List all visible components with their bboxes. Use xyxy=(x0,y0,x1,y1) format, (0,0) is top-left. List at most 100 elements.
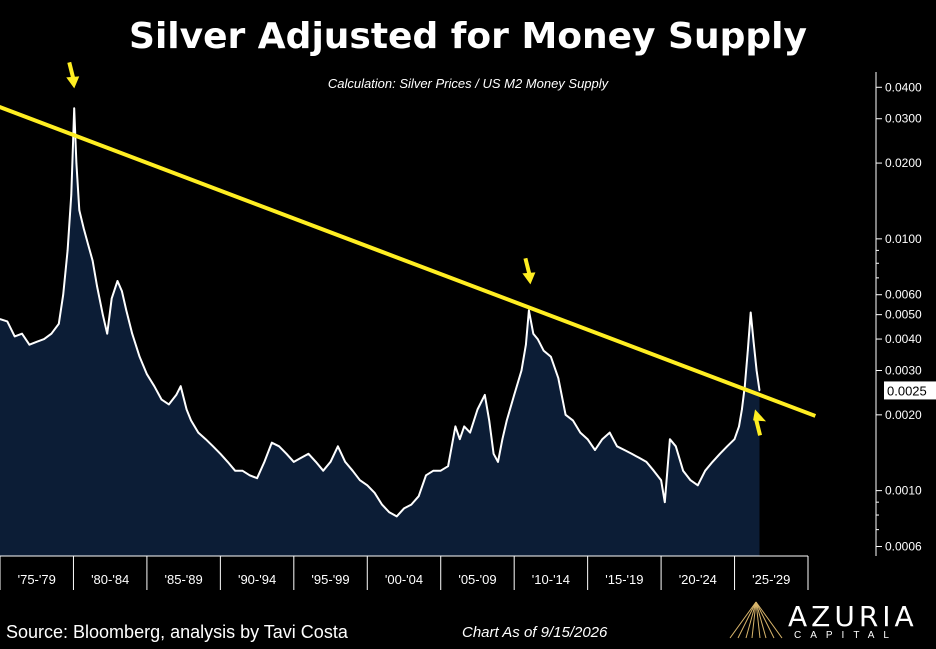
x-tick-label: '10-'14 xyxy=(532,572,570,587)
data-point xyxy=(403,507,405,510)
data-point xyxy=(204,438,207,441)
data-point xyxy=(58,323,60,325)
data-point xyxy=(21,332,23,335)
data-point xyxy=(351,469,354,472)
data-point xyxy=(82,227,85,230)
chart-title: Silver Adjusted for Money Supply xyxy=(129,16,807,57)
arrow-head xyxy=(522,272,536,285)
data-point xyxy=(594,449,596,451)
data-point xyxy=(439,469,442,472)
data-point xyxy=(125,309,128,312)
data-point xyxy=(506,419,508,422)
data-point xyxy=(73,107,75,110)
data-point xyxy=(315,461,317,463)
data-point xyxy=(488,419,491,422)
data-point xyxy=(138,356,141,358)
data-point xyxy=(175,394,178,396)
data-point xyxy=(741,408,743,411)
data-point xyxy=(13,335,16,338)
data-point xyxy=(96,285,98,287)
data-point xyxy=(664,501,666,504)
data-point xyxy=(758,389,761,392)
data-point xyxy=(572,419,574,422)
y-tick-label: 0.0060 xyxy=(885,288,922,302)
y-tick-label: 0.0100 xyxy=(885,232,922,246)
data-point xyxy=(70,193,73,196)
data-point xyxy=(110,297,113,300)
y-tick-label: 0.0006 xyxy=(885,539,922,553)
data-point xyxy=(492,453,495,455)
data-point xyxy=(190,419,192,422)
data-point xyxy=(66,249,69,252)
data-point xyxy=(747,349,749,352)
data-point xyxy=(469,431,471,434)
axes xyxy=(0,72,882,590)
azuria-logo: AZURIA CAPITAL xyxy=(726,598,926,644)
data-point xyxy=(91,259,94,262)
data-point xyxy=(241,469,244,472)
data-point xyxy=(337,445,339,448)
data-point xyxy=(373,492,376,494)
y-tick-label: 0.0400 xyxy=(885,80,922,94)
data-point xyxy=(459,438,461,441)
data-point xyxy=(454,425,457,428)
data-point xyxy=(146,373,148,376)
x-tick-label: '20-'24 xyxy=(679,572,717,587)
data-point xyxy=(263,461,266,463)
data-point xyxy=(682,469,684,472)
data-point xyxy=(153,385,156,388)
series-area xyxy=(0,108,760,557)
data-point xyxy=(630,453,633,455)
data-point xyxy=(484,394,486,396)
as-of-date: Chart As of 9/15/2026 xyxy=(462,624,608,641)
data-point xyxy=(579,431,582,434)
data-point xyxy=(749,311,752,314)
x-tick-label: '00-'04 xyxy=(385,572,423,587)
logo-subtitle: CAPITAL xyxy=(794,630,898,641)
data-point xyxy=(697,484,699,487)
data-point xyxy=(711,461,714,463)
data-point xyxy=(293,461,295,463)
data-point xyxy=(226,461,229,463)
data-point xyxy=(50,332,53,335)
data-point xyxy=(476,408,479,411)
data-point xyxy=(447,465,449,468)
data-point xyxy=(528,309,530,312)
trend-line xyxy=(0,105,817,418)
data-point xyxy=(35,341,38,343)
data-point xyxy=(256,477,258,480)
data-point xyxy=(388,511,391,514)
data-point xyxy=(106,332,108,335)
plot-area xyxy=(0,61,817,557)
data-point xyxy=(78,209,81,211)
data-point xyxy=(608,431,611,434)
data-point xyxy=(726,445,728,448)
data-point xyxy=(185,408,188,411)
data-point xyxy=(410,503,413,506)
data-point xyxy=(344,461,347,463)
data-point xyxy=(366,484,369,487)
data-point xyxy=(329,461,332,463)
data-point xyxy=(738,425,740,428)
data-point xyxy=(395,515,398,518)
data-point xyxy=(197,431,200,434)
chart-subtitle: Calculation: Silver Prices / US M2 Money… xyxy=(327,76,609,91)
data-point xyxy=(75,162,78,164)
data-point xyxy=(463,425,466,428)
x-tick-label: '25-'29 xyxy=(752,572,790,587)
data-point xyxy=(212,445,214,448)
data-point xyxy=(160,398,163,401)
arrow-down-icon xyxy=(522,257,536,285)
current-value-badge xyxy=(884,381,936,400)
data-point xyxy=(660,479,662,482)
data-point xyxy=(513,394,515,396)
y-tick-label: 0.0300 xyxy=(885,112,922,126)
data-point xyxy=(564,414,567,416)
data-point xyxy=(645,461,648,463)
data-point xyxy=(307,453,310,455)
data-point xyxy=(6,320,9,323)
data-point xyxy=(532,332,535,335)
current-value-label: 0.0025 xyxy=(887,383,927,398)
data-point xyxy=(520,369,523,372)
